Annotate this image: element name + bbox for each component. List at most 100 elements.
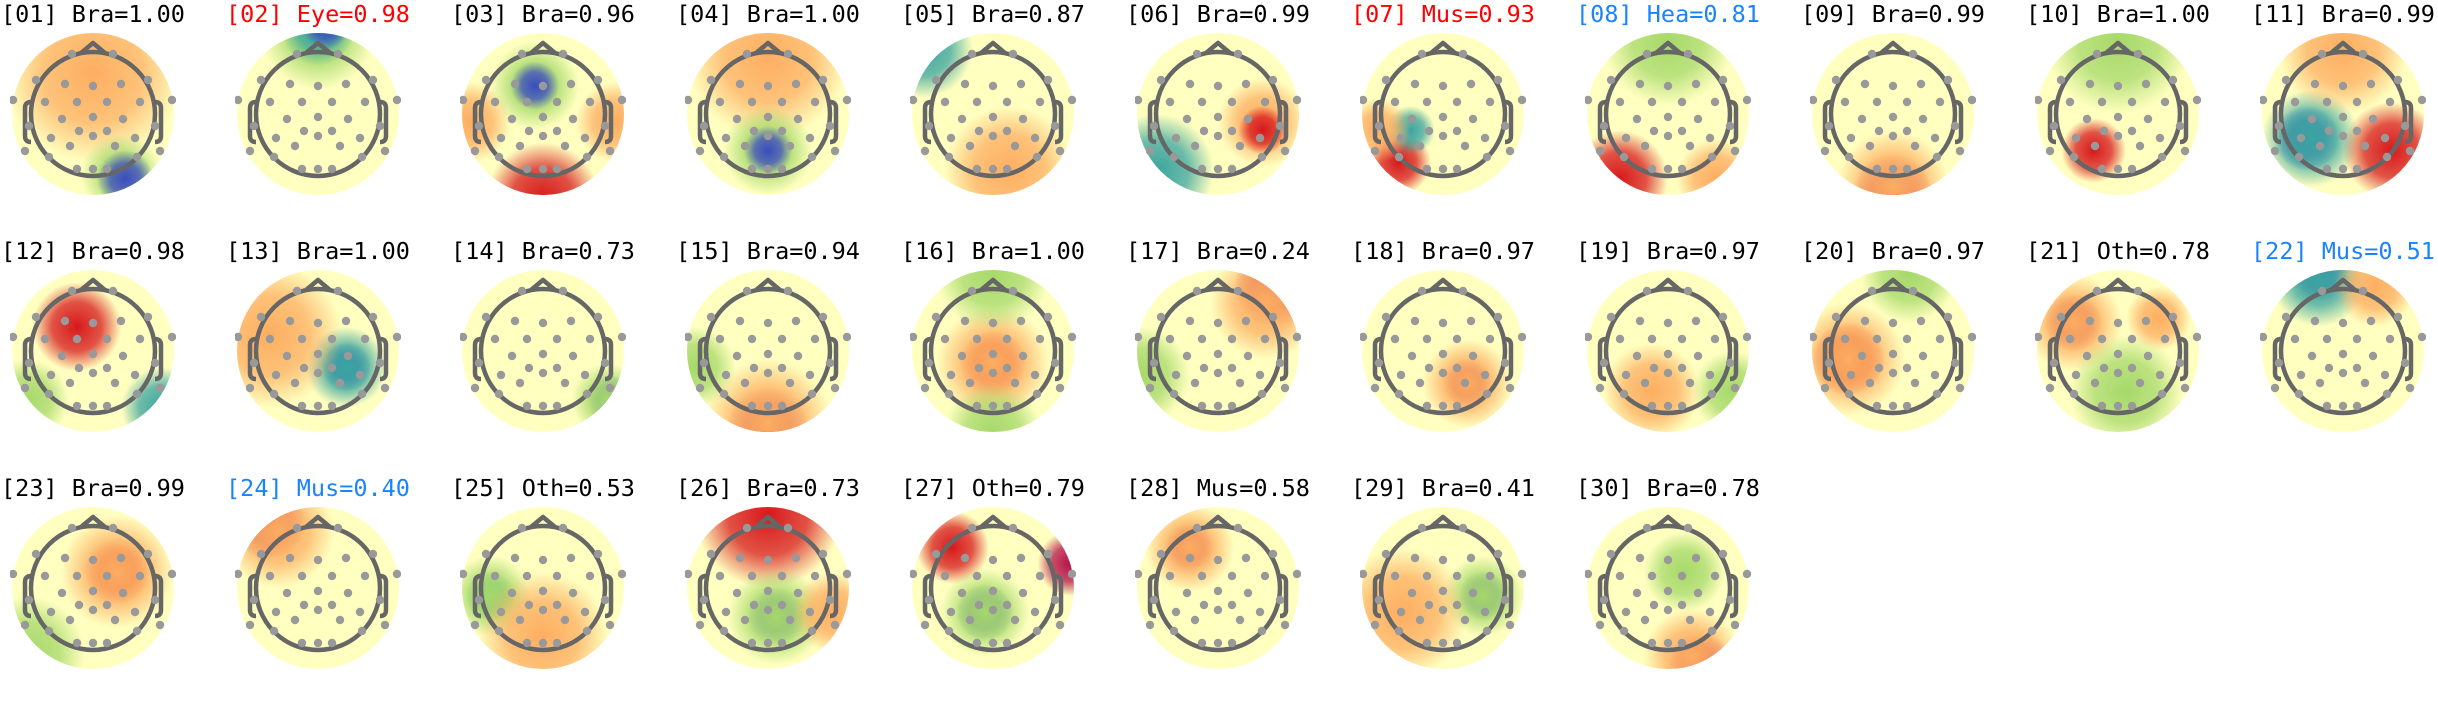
component-21[interactable]: [21] Oth=0.78 [2025,237,2250,474]
electrode-dot [582,389,592,399]
component-12[interactable]: [12] Bra=0.98 [0,237,225,474]
component-title: [06] Bra=0.99 [1126,0,1310,28]
electrode-dot [1710,571,1720,581]
electrode-dot [2296,370,2306,380]
component-25[interactable]: [25] Oth=0.53 [450,474,675,711]
electrode-dot [1585,95,1593,105]
topomap [685,33,851,195]
topomap [1360,270,1526,432]
component-13[interactable]: [13] Bra=1.00 [225,237,450,474]
electrode-dot [1257,626,1267,636]
electrode-dot [1902,334,1912,344]
component-6[interactable]: [06] Bra=0.99 [1125,0,1350,237]
component-29[interactable]: [29] Bra=0.41 [1350,474,1575,711]
electrode-dot [735,316,745,326]
component-2[interactable]: [02] Eye=0.98 [225,0,450,237]
electrode-dot [1857,114,1867,124]
electrode-dot [1468,588,1478,598]
electrode-dot [1505,146,1515,156]
electrode-dot [842,569,851,579]
electrode-dot [88,164,98,174]
electrode-dot [1035,571,1045,581]
electrode-dot [1227,638,1237,648]
electrode-dot [1169,152,1179,162]
electrode-dot [1394,389,1404,399]
topomap [235,270,401,432]
component-18[interactable]: [18] Bra=0.97 [1350,237,1575,474]
component-8[interactable]: [08] Hea=0.81 [1575,0,1800,237]
component-11[interactable]: [11] Bra=0.99 [2250,0,2438,237]
electrode-dot [1438,638,1448,648]
electrode-dot [1844,152,1854,162]
electrode-dot [67,523,77,533]
component-9[interactable]: [09] Bra=0.99 [1800,0,2025,237]
electrode-dot [1485,97,1495,107]
electrode-dot [2324,363,2334,373]
electrode-dot [1010,141,1020,151]
electrode-dot [1438,131,1448,141]
electrode-dot [988,638,998,648]
electrode-dot [1865,141,1875,151]
electrode-dot [721,370,731,380]
electrode-dot [292,286,302,296]
electrode-dot [1647,401,1657,411]
electrode-dot [974,126,984,136]
component-7[interactable]: [07] Mus=0.93 [1350,0,1575,237]
electrode-dot [496,607,506,617]
electrode-dot [842,332,851,342]
electrode-dot [1016,79,1026,89]
electrode-dot [24,595,34,605]
electrode-dot [1705,370,1715,380]
component-30[interactable]: [30] Bra=0.78 [1575,474,1800,711]
electrode-dot [538,81,548,91]
electrode-dot [783,286,793,296]
component-5[interactable]: [05] Bra=0.87 [900,0,1125,237]
component-26[interactable]: [26] Bra=0.73 [675,474,900,711]
electrode-dot [2270,383,2280,393]
topomap [1360,507,1526,669]
component-20[interactable]: [20] Bra=0.97 [1800,237,2025,474]
electrode-dot [2393,75,2403,85]
electrode-dot [460,569,468,579]
electrode-dot [1460,378,1470,388]
component-16[interactable]: [16] Bra=1.00 [900,237,1125,474]
electrode-dot [1424,363,1434,373]
electrode-dot [2133,49,2143,59]
electrode-dot [1677,401,1687,411]
component-15[interactable]: [15] Bra=0.94 [675,237,900,474]
component-14[interactable]: [14] Bra=0.73 [450,237,675,474]
electrode-dot [102,401,112,411]
electrode-dot [507,114,517,124]
electrode-dot [1867,49,1877,59]
component-17[interactable]: [17] Bra=0.24 [1125,237,1350,474]
electrode-dot [341,79,351,89]
component-19[interactable]: [19] Bra=0.97 [1575,237,1800,474]
electrode-dot [1888,164,1898,174]
electrode-dot [1902,97,1912,107]
component-22[interactable]: [22] Mus=0.51 [2250,237,2438,474]
electrode-dot [1640,378,1650,388]
component-24[interactable]: [24] Mus=0.40 [225,474,450,711]
electrode-dot [132,152,142,162]
electrode-dot [375,358,385,368]
component-27[interactable]: [27] Oth=0.79 [900,474,1125,711]
electrode-dot [1199,126,1209,136]
electrode-dot [566,553,576,563]
electrode-dot [1292,332,1301,342]
electrode-dot [1663,586,1673,596]
electrode-dot [785,615,795,625]
component-10[interactable]: [10] Bra=1.00 [2025,0,2250,237]
electrode-dot [805,133,815,143]
electrode-dot [960,79,970,89]
component-23[interactable]: [23] Bra=0.99 [0,474,225,711]
component-4[interactable]: [04] Bra=1.00 [675,0,900,237]
electrode-dot [1615,571,1625,581]
electrode-dot [2366,316,2376,326]
component-3[interactable]: [03] Bra=0.96 [450,0,675,237]
electrode-dot [1227,97,1237,107]
component-1[interactable]: [01] Bra=1.00 [0,0,225,237]
head-outline [247,277,389,416]
component-title: [03] Bra=0.96 [451,0,635,28]
electrode-dot [1213,318,1223,328]
component-28[interactable]: [28] Mus=0.58 [1125,474,1350,711]
